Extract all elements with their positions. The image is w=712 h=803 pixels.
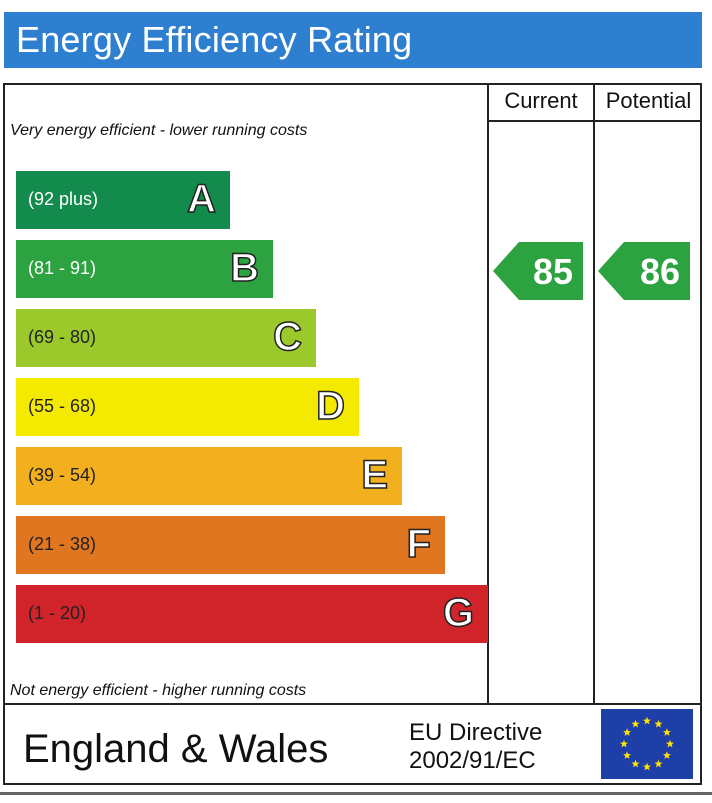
current-rating-arrow: 85 — [493, 242, 583, 300]
potential-rating-value: 86 — [639, 251, 680, 292]
eu-stars-icon — [620, 716, 674, 771]
eu-star — [654, 759, 663, 768]
column-header-potential: Potential — [605, 88, 692, 113]
potential-arrow-shape — [598, 242, 690, 300]
eu-directive-line1: EU Directive — [409, 719, 543, 746]
eu-star — [631, 759, 640, 768]
band-letter-label: A — [186, 176, 216, 222]
eu-star — [662, 728, 671, 736]
divider-current — [487, 83, 489, 705]
eu-star — [623, 728, 632, 736]
divider-potential — [593, 83, 595, 705]
band-b: (81 - 91) B — [16, 240, 273, 298]
eu-star — [620, 739, 628, 748]
eu-star — [662, 751, 671, 759]
eu-star — [643, 762, 651, 771]
eu-star — [654, 719, 663, 728]
eu-star — [623, 751, 632, 759]
band-range-label: (81 - 91) — [28, 258, 97, 278]
eu-flag-icon — [601, 709, 693, 779]
band-range-label: (69 - 80) — [28, 327, 97, 347]
eu-directive: EU Directive 2002/91/EC — [409, 719, 542, 775]
rating-arrow-fill — [493, 242, 583, 300]
current-arrow-shape — [493, 242, 583, 300]
column-header-current: Current — [504, 88, 578, 113]
band-g: (1 - 20) G — [16, 585, 488, 643]
region-label: England & Wales — [23, 727, 329, 771]
note-bottom: Not energy efficient - higher running co… — [10, 682, 307, 699]
current-rating-value: 85 — [532, 251, 573, 292]
footer: England & Wales EU Directive 2002/91/EC — [3, 703, 702, 785]
band-d: (55 - 68) D — [16, 378, 359, 436]
band-letter-label: B — [229, 245, 259, 291]
rating-arrow-fill — [598, 242, 690, 300]
band-range-label: (39 - 54) — [28, 465, 97, 485]
title-bar: Energy Efficiency Rating — [4, 12, 702, 68]
eu-star — [631, 719, 640, 728]
band-f: (21 - 38) F — [16, 516, 445, 574]
chart-title: Energy Efficiency Rating — [16, 19, 413, 60]
band-range-label: (1 - 20) — [28, 603, 87, 623]
band-e: (39 - 54) E — [16, 447, 402, 505]
header-divider — [487, 120, 702, 122]
band-letter-label: C — [272, 314, 302, 360]
band-range-label: (55 - 68) — [28, 396, 97, 416]
note-top: Very energy efficient - lower running co… — [10, 122, 308, 139]
band-letter-label: G — [442, 590, 475, 636]
band-range-label: (92 plus) — [28, 189, 99, 209]
potential-rating-arrow: 86 — [598, 242, 690, 300]
band-c: (69 - 80) C — [16, 309, 316, 367]
eu-star — [643, 716, 651, 725]
eu-directive-line2: 2002/91/EC — [409, 747, 536, 774]
band-range-label: (21 - 38) — [28, 534, 97, 554]
eu-star — [666, 739, 674, 748]
band-letter-label: D — [315, 383, 345, 429]
cut-off-text-line — [0, 792, 712, 803]
band-letter-label: E — [361, 452, 389, 498]
band-a: (92 plus) A — [16, 171, 230, 229]
band-letter-label: F — [406, 521, 432, 567]
